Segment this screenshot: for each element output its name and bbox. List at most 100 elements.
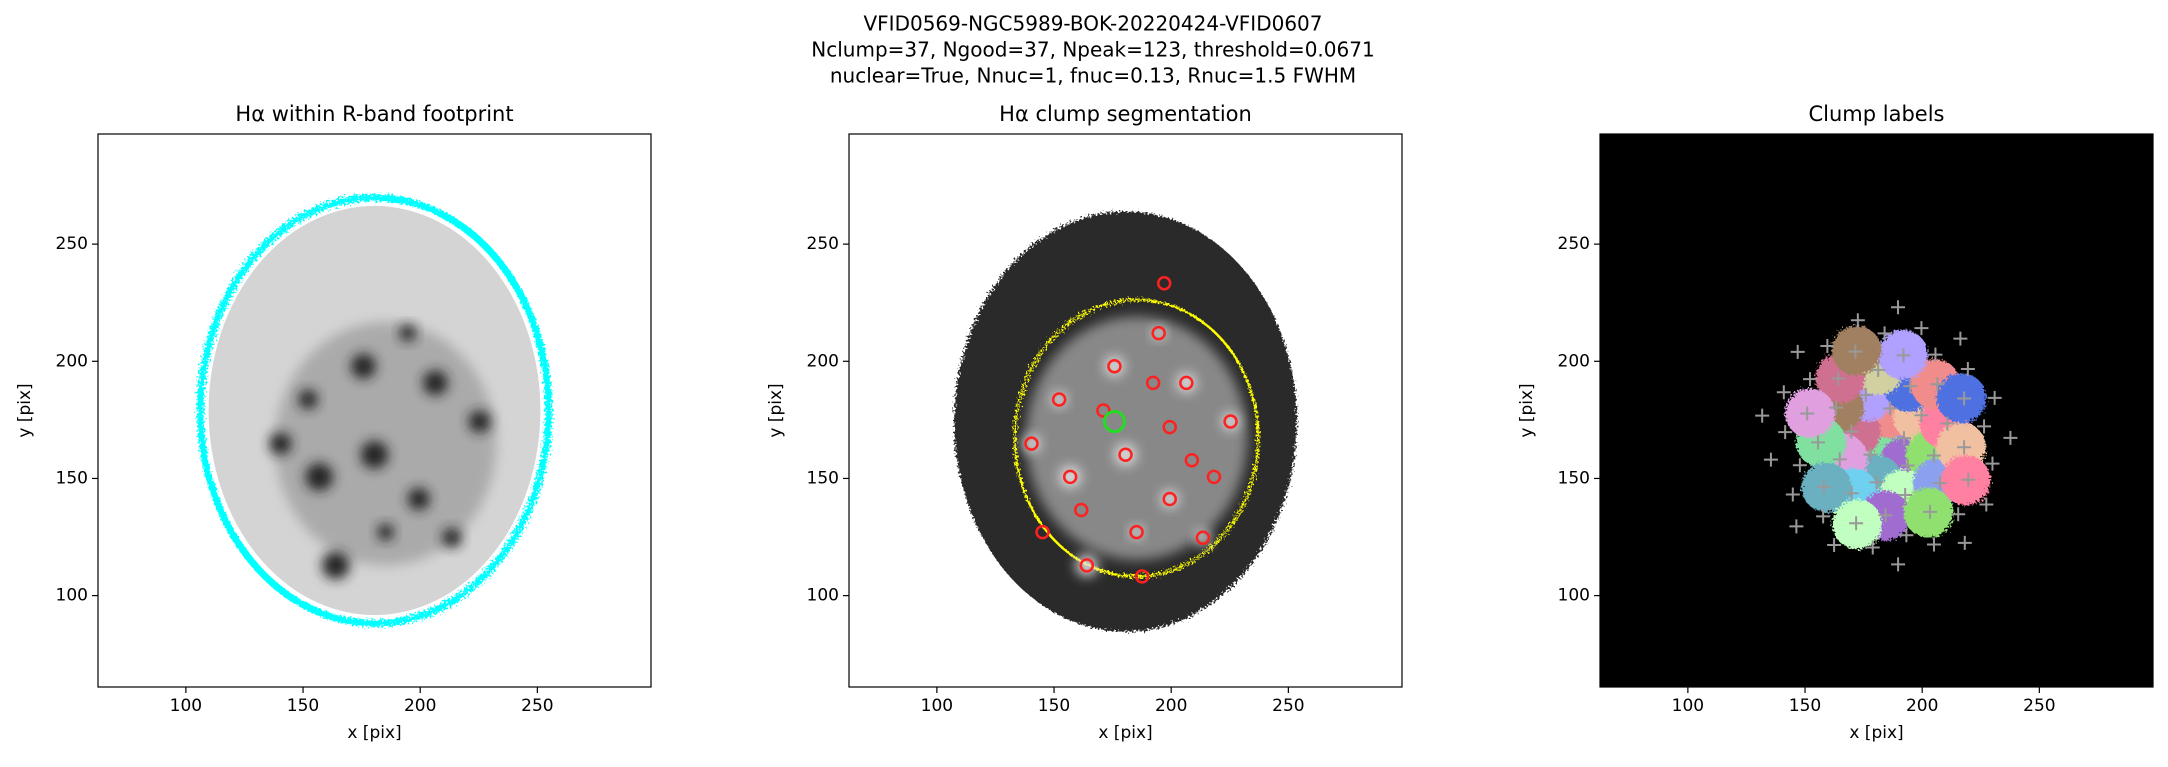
peak-marker <box>1977 419 1992 434</box>
peak-marker <box>1926 537 1941 552</box>
peak-marker <box>1816 509 1831 524</box>
x-tick-label: 200 <box>1906 696 1938 716</box>
panel-title: Clump labels <box>1809 102 1945 126</box>
clump-marker <box>1162 419 1177 435</box>
spot <box>321 551 350 580</box>
x-tick-label: 250 <box>1272 696 1304 716</box>
peak-marker <box>1811 435 1826 450</box>
peak-marker <box>1869 475 1884 490</box>
clump-marker <box>1184 453 1200 468</box>
clump-marker <box>1195 530 1211 545</box>
y-tick-label: 150 <box>1558 468 1590 488</box>
y-tick-label: 150 <box>56 468 88 488</box>
image <box>196 194 553 627</box>
peak-marker <box>1891 300 1906 315</box>
x-tick-label: 200 <box>404 696 436 716</box>
peak-marker <box>1987 390 2002 405</box>
peak-marker <box>1979 497 1994 512</box>
peak-marker <box>1903 379 1918 394</box>
clump-marker <box>1062 469 1078 485</box>
y-tick-label: 200 <box>56 351 88 371</box>
peak-marker <box>1816 479 1831 494</box>
peak-marker <box>1849 516 1864 531</box>
x-tick-label: 150 <box>1789 696 1821 716</box>
peak-marker <box>1776 385 1791 400</box>
spot <box>399 324 416 342</box>
peak-marker <box>1896 431 1911 446</box>
suptitle: Nclump=37, Ngood=37, Npeak=123, threshol… <box>811 38 1374 62</box>
peak-marker <box>1961 472 1976 487</box>
peak-marker <box>1951 507 1966 522</box>
peak-marker <box>1832 452 1847 467</box>
peak-marker <box>1858 388 1873 403</box>
spot <box>1152 326 1166 340</box>
spot <box>442 528 462 548</box>
peak-marker <box>1926 448 1941 463</box>
peak-marker <box>1957 391 1972 406</box>
peak-marker <box>1930 377 1945 392</box>
peak-marker <box>1789 519 1804 534</box>
peak-marker <box>1932 476 1947 491</box>
spot <box>1075 554 1098 577</box>
x-tick-label: 100 <box>1672 696 1704 716</box>
y-tick-label: 250 <box>807 234 839 254</box>
peak-marker <box>1865 540 1880 555</box>
peak-marker <box>1985 456 2000 471</box>
y-tick-label: 100 <box>56 586 88 606</box>
peak-marker <box>1800 406 1815 421</box>
x-tick-label: 150 <box>287 696 319 716</box>
spot <box>350 353 376 379</box>
spot <box>360 440 389 469</box>
nucleus-marker <box>1102 410 1126 434</box>
peak-marker <box>1953 331 1968 346</box>
peak-marker <box>1923 504 1938 519</box>
peak-marker <box>1844 424 1859 439</box>
panel: Hα clump segmentation 100 150 200 250 100 150 2… <box>766 102 1403 743</box>
y-tick-label: 100 <box>807 586 839 606</box>
peak-marker <box>1960 362 1975 377</box>
peak-marker <box>1827 537 1842 552</box>
spot <box>1114 443 1137 466</box>
peak-marker <box>1900 458 1915 473</box>
peak-marker <box>1896 348 1911 363</box>
clump-marker <box>1074 502 1089 518</box>
clump-marker <box>1107 359 1122 374</box>
x-axis-label: x [pix] <box>1098 723 1152 743</box>
peak-marker <box>1848 344 1863 359</box>
panel: Hα within R-band footprint 100 150 200 250 10… <box>15 102 652 743</box>
clump-region <box>1831 325 1882 376</box>
clump-marker <box>1151 325 1166 341</box>
peak-marker <box>1891 557 1906 572</box>
spot <box>422 370 448 396</box>
x-tick-label: 150 <box>1038 696 1070 716</box>
clump-marker <box>1118 447 1133 462</box>
footprint-contour <box>196 194 553 627</box>
image <box>1600 134 2153 687</box>
peak-marker <box>1871 362 1886 377</box>
peak-marker <box>1778 425 1793 440</box>
spot <box>298 389 318 410</box>
peak-marker <box>1792 458 1807 473</box>
x-tick-label: 100 <box>170 696 202 716</box>
image <box>954 211 1297 632</box>
clump-marker <box>1179 375 1194 391</box>
peak-marker <box>1899 528 1914 543</box>
clump-marker <box>1134 569 1150 584</box>
clump-marker <box>1035 524 1050 540</box>
y-tick-label: 200 <box>807 351 839 371</box>
peak-marker <box>1755 408 1770 423</box>
peak-marker <box>1882 401 1897 416</box>
clump-marker <box>1096 403 1111 418</box>
peak-marker <box>1820 339 1835 354</box>
peak-marker <box>1763 452 1778 467</box>
peak-marker <box>1957 535 1972 550</box>
clump-marker <box>1223 414 1238 429</box>
x-tick-label: 250 <box>2023 696 2055 716</box>
peak-marker <box>1850 313 1865 328</box>
panel-title: Hα clump segmentation <box>999 102 1252 126</box>
axes-frame <box>1599 133 2154 688</box>
axes-frame <box>97 133 652 688</box>
x-tick-label: 100 <box>921 696 953 716</box>
y-tick-label: 150 <box>807 468 839 488</box>
